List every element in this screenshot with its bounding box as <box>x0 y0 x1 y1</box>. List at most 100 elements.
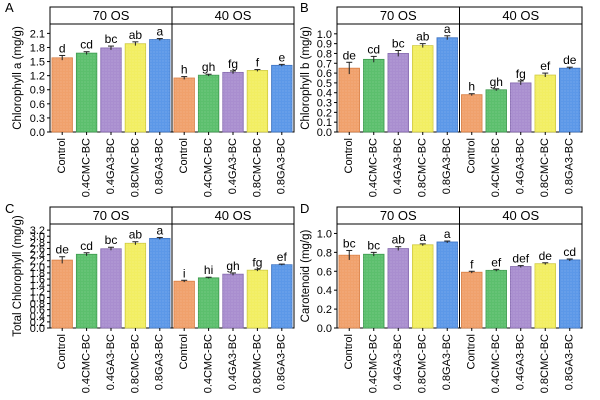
category-label: 0.8GA3-BC <box>441 334 453 390</box>
y-tick-label: 2.2 <box>30 256 45 268</box>
significance-letter: gh <box>490 75 503 89</box>
group-title: 40 OS <box>502 8 539 23</box>
bar-texture <box>125 243 146 328</box>
significance-letter: bc <box>367 238 380 252</box>
category-label: Control <box>343 334 355 369</box>
category-label: Control <box>178 138 190 173</box>
bar-texture <box>173 281 195 328</box>
y-tick-label: 0.9 <box>30 85 45 97</box>
significance-letter: fg <box>516 67 526 81</box>
y-tick-label: 0.6 <box>317 68 332 80</box>
category-label: 0.8CMC-BC <box>417 138 429 197</box>
bar-texture <box>412 244 434 328</box>
group-title: 40 OS <box>215 8 252 23</box>
bar-texture <box>559 259 581 328</box>
significance-letter: ab <box>129 28 143 42</box>
category-label: 0.4GA3-BC <box>515 138 527 194</box>
category-label: 0.4CMC-BC <box>368 138 380 197</box>
category-label: 0.4CMC-BC <box>203 138 215 197</box>
y-tick-label: 2.1 <box>30 28 45 40</box>
y-tick-label: 0.8 <box>30 299 45 311</box>
bar-texture <box>436 241 458 328</box>
category-label: 0.4GA3-BC <box>392 138 404 194</box>
significance-letter: a <box>419 230 426 244</box>
category-label: 0.4GA3-BC <box>227 334 239 390</box>
y-tick-label: 2.8 <box>30 237 45 249</box>
significance-letter: f <box>256 56 260 70</box>
y-tick-label: 3.2 <box>30 225 45 237</box>
group-title: 70 OS <box>380 8 417 23</box>
bar-texture <box>76 254 97 328</box>
significance-letter: ab <box>392 233 406 247</box>
y-tick-label: 0.2 <box>317 107 332 119</box>
y-tick-label: 1.8 <box>30 42 45 54</box>
significance-letter: de <box>343 48 357 62</box>
group-title: 40 OS <box>502 208 539 223</box>
significance-letter: gh <box>202 60 215 74</box>
y-tick-label: 1.6 <box>30 274 45 286</box>
significance-letter: a <box>156 25 163 39</box>
significance-letter: fg <box>228 57 238 71</box>
category-label: 0.8GA3-BC <box>564 334 576 390</box>
significance-letter: a <box>444 227 451 241</box>
significance-letter: bc <box>392 37 405 51</box>
bar-texture <box>222 274 244 328</box>
significance-letter: a <box>156 223 163 237</box>
panel-b: B Chlorophyll b (mg/g) 70 OS 40 OS 0.00.10.2… <box>300 0 583 197</box>
significance-letter: ab <box>129 228 143 242</box>
category-label: 0.8CMC-BC <box>539 138 551 197</box>
significance-letter: cd <box>367 42 380 56</box>
bar-texture <box>100 248 122 328</box>
significance-letter: ab <box>416 30 430 44</box>
bar-texture <box>363 59 385 132</box>
bar-texture <box>222 72 244 132</box>
y-tick-label: 2.6 <box>30 243 45 255</box>
category-label: 0.4CMC-BC <box>81 334 93 393</box>
bar-texture <box>51 260 73 328</box>
category-label: 0.4GA3-BC <box>105 334 117 390</box>
bar-texture <box>125 43 146 132</box>
group-title: 40 OS <box>215 208 252 223</box>
category-label: 0.8CMC-BC <box>129 334 141 393</box>
significance-letter: h <box>181 63 188 77</box>
y-tick-label: 0.1 <box>317 117 332 129</box>
panel-d: D Carotenoid (mg/g) 70 OS 40 OS 0.0 0.2 0.4 0.6… <box>300 201 583 393</box>
significance-letter: ef <box>277 250 288 264</box>
group-title: 70 OS <box>93 8 130 23</box>
bar-texture <box>461 272 483 328</box>
significance-letter: fg <box>252 255 262 269</box>
y-tick-label: 1.5 <box>30 57 45 69</box>
y-axis-label: Carotenoid (mg/g) <box>300 229 312 322</box>
bar-texture <box>247 270 268 328</box>
category-label: 0.8GA3-BC <box>154 138 166 194</box>
y-tick-label: 0.8 <box>317 48 332 60</box>
bar-texture <box>412 45 434 132</box>
category-label: Control <box>178 334 190 369</box>
bar-texture <box>51 57 73 132</box>
y-tick-label: 3.0 <box>30 231 45 243</box>
category-label: Control <box>343 138 355 173</box>
y-axis-label: Chlorophyll a (mg/g) <box>12 26 24 130</box>
category-label: Control <box>466 334 478 369</box>
significance-letter: ef <box>540 59 551 73</box>
bar-texture <box>510 266 532 328</box>
category-label: 0.8CMC-BC <box>251 334 263 393</box>
significance-letter: h <box>468 80 475 94</box>
bar-texture <box>338 68 360 132</box>
bar-texture <box>173 78 195 132</box>
panel-a: A Chlorophyll a (mg/g) 70 OS 40 OS 0.0 0.3 0.6… <box>5 0 295 197</box>
significance-letter: cd <box>80 38 93 52</box>
y-tick-label: 1.2 <box>30 71 45 83</box>
y-tick-label: 0.0 <box>317 323 332 335</box>
category-label: 0.4CMC-BC <box>490 334 502 393</box>
bar-texture <box>559 68 581 132</box>
bar-texture <box>271 65 293 132</box>
y-tick-label: 0.3 <box>317 98 332 110</box>
significance-letter: hi <box>204 263 213 277</box>
bar-texture <box>387 248 409 328</box>
y-tick-label: 0.2 <box>317 304 332 316</box>
significance-letter: de <box>56 243 70 257</box>
significance-letter: f <box>470 257 474 271</box>
y-tick-label: 0.3 <box>30 113 45 125</box>
bar-texture <box>271 264 293 328</box>
